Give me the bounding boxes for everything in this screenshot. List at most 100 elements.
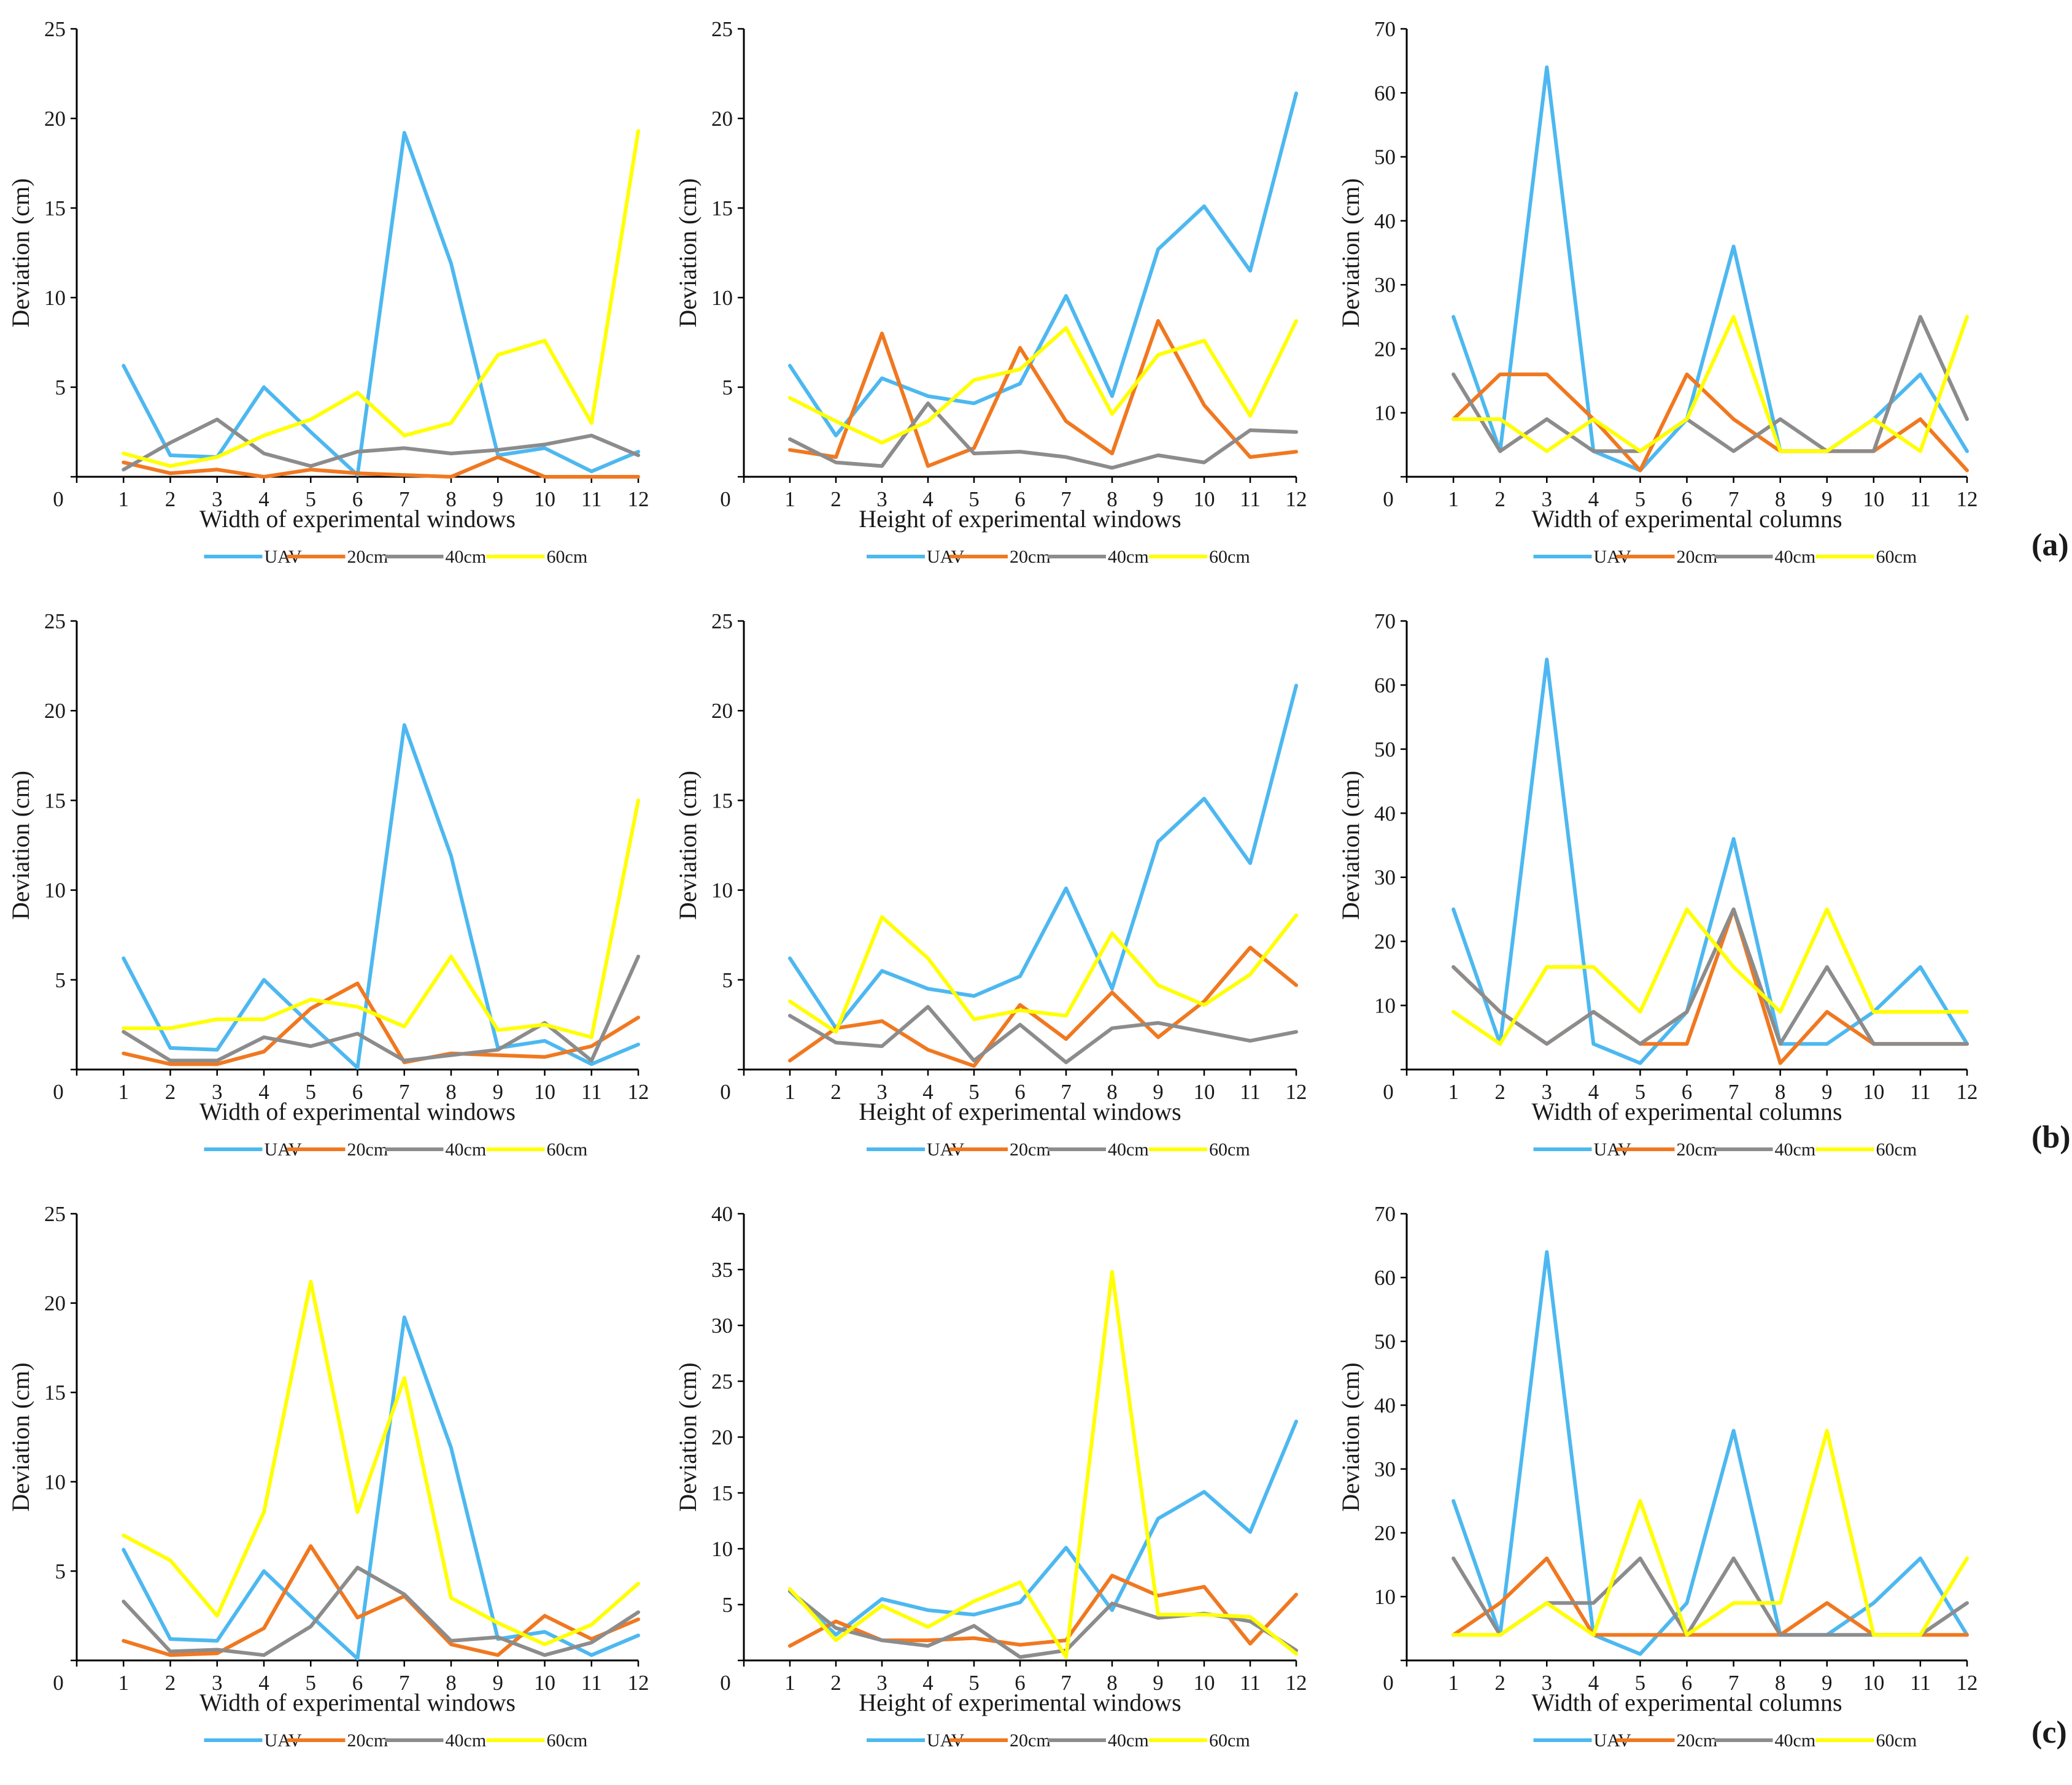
- y-tick-label: 25: [44, 1202, 66, 1226]
- y-tick-label: 30: [1374, 273, 1396, 297]
- legend-label: 60cm: [1209, 547, 1250, 567]
- series-line-40cm: [1452, 315, 1969, 453]
- x-tick-label: 7: [1061, 1080, 1072, 1104]
- x-tick-label: 9: [1153, 1080, 1164, 1104]
- y-tick-label: 25: [711, 1370, 733, 1394]
- x-axis-label: Width of experimental columns: [1531, 1689, 1842, 1716]
- y-tick-label: 5: [722, 376, 733, 399]
- x-tick-label: 7: [1061, 487, 1072, 511]
- y-tick-label: 30: [1374, 866, 1396, 890]
- x-tick-label: 2: [165, 1080, 176, 1104]
- series-line-60cm: [788, 913, 1298, 1034]
- x-tick-label: 0: [53, 487, 64, 511]
- y-tick-label: 20: [1374, 930, 1396, 954]
- x-tick-label: 6: [352, 1671, 363, 1695]
- y-tick-label: 5: [722, 1593, 733, 1617]
- x-tick-label: 9: [493, 1080, 504, 1104]
- y-tick-label: 35: [711, 1258, 733, 1282]
- y-tick-label: 10: [1374, 401, 1396, 425]
- series-line-40cm: [122, 954, 640, 1063]
- x-tick-label: 11: [581, 1080, 602, 1104]
- series-line-60cm: [122, 1279, 640, 1646]
- y-tick-label: 20: [711, 699, 733, 723]
- x-tick-label: 12: [1957, 487, 1978, 511]
- series-line-20cm: [788, 319, 1298, 468]
- x-tick-label: 7: [1728, 1671, 1739, 1695]
- x-tick-label: 12: [628, 1671, 649, 1695]
- y-axis-label: Deviation (cm): [1337, 771, 1364, 920]
- x-tick-label: 11: [1910, 1671, 1931, 1695]
- legend-label: 40cm: [1775, 547, 1816, 567]
- series-line-60cm: [122, 798, 640, 1039]
- x-tick-label: 0: [1383, 1671, 1394, 1695]
- x-tick-label: 9: [1822, 1671, 1833, 1695]
- legend-label: 40cm: [1108, 1730, 1149, 1751]
- x-tick-label: 9: [1822, 487, 1833, 511]
- legend-label: 20cm: [1677, 547, 1718, 567]
- x-tick-label: 12: [628, 1080, 649, 1104]
- legend-label: 20cm: [347, 1139, 388, 1160]
- y-tick-label: 10: [1374, 994, 1396, 1018]
- x-axis-label: Height of experimental windows: [859, 1098, 1181, 1125]
- x-tick-label: 5: [1635, 1671, 1646, 1695]
- legend-label: 40cm: [446, 1139, 487, 1160]
- x-tick-label: 3: [1542, 1080, 1553, 1104]
- x-tick-label: 5: [968, 487, 980, 511]
- x-tick-label: 7: [1728, 1080, 1739, 1104]
- x-tick-label: 2: [1494, 487, 1506, 511]
- series-line-uav: [788, 91, 1298, 438]
- x-tick-label: 1: [1448, 1671, 1459, 1695]
- series-line-uav: [122, 131, 640, 477]
- series-line-20cm: [122, 1544, 640, 1657]
- series-line-20cm: [122, 981, 640, 1066]
- x-tick-label: 5: [1635, 487, 1646, 511]
- y-axis-label: Deviation (cm): [7, 178, 34, 327]
- x-tick-label: 1: [118, 1080, 130, 1104]
- x-tick-label: 0: [1383, 1080, 1394, 1104]
- y-axis-label: Deviation (cm): [7, 771, 34, 920]
- x-tick-label: 11: [581, 487, 602, 511]
- y-tick-label: 5: [55, 968, 66, 992]
- x-tick-label: 10: [1863, 1080, 1884, 1104]
- legend-label: 60cm: [1876, 1139, 1917, 1160]
- x-tick-label: 6: [1015, 1671, 1026, 1695]
- series-line-uav: [1452, 657, 1969, 1065]
- x-tick-label: 9: [493, 487, 504, 511]
- y-tick-label: 50: [1374, 1330, 1396, 1354]
- x-tick-label: 2: [165, 487, 176, 511]
- x-tick-label: 6: [1682, 487, 1693, 511]
- x-tick-label: 1: [118, 487, 130, 511]
- legend-label: 60cm: [547, 1730, 588, 1751]
- x-axis-label: Width of experimental columns: [1531, 505, 1842, 533]
- x-tick-label: 4: [922, 487, 934, 511]
- x-tick-label: 12: [1286, 487, 1307, 511]
- y-axis-label: Deviation (cm): [674, 771, 702, 920]
- y-tick-label: 5: [55, 1559, 66, 1583]
- y-tick-label: 20: [711, 107, 733, 131]
- y-tick-label: 40: [1374, 1394, 1396, 1417]
- x-tick-label: 12: [1286, 1671, 1307, 1695]
- x-tick-label: 5: [306, 1671, 317, 1695]
- y-tick-label: 60: [1374, 81, 1396, 105]
- x-tick-label: 0: [53, 1080, 64, 1104]
- x-tick-label: 1: [1448, 487, 1459, 511]
- x-tick-label: 6: [352, 1080, 363, 1104]
- y-tick-label: 10: [711, 286, 733, 310]
- y-tick-label: 15: [711, 196, 733, 220]
- y-tick-label: 25: [711, 17, 733, 41]
- legend-label: 40cm: [1108, 547, 1149, 567]
- x-tick-label: 4: [258, 1080, 269, 1104]
- y-tick-label: 40: [1374, 801, 1396, 825]
- x-tick-label: 11: [1910, 487, 1931, 511]
- series-line-40cm: [1452, 907, 1969, 1046]
- x-tick-label: 11: [1240, 1671, 1261, 1695]
- y-tick-label: 10: [44, 879, 66, 903]
- legend-label: 20cm: [1010, 547, 1051, 567]
- x-tick-label: 9: [1153, 487, 1164, 511]
- x-tick-label: 10: [1194, 487, 1215, 511]
- series-line-40cm: [122, 1565, 640, 1657]
